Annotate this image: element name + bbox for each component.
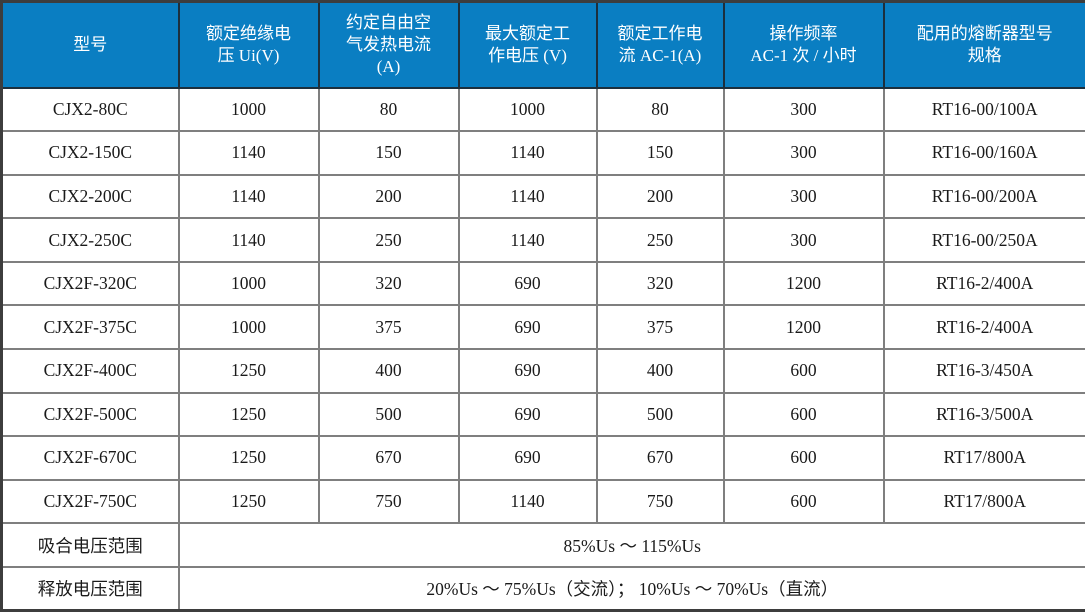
value-cell: 690 [457,260,598,307]
column-header: 额定绝缘电 压 Ui(V) [177,0,320,89]
value-cell: 300 [722,86,885,133]
column-header: 额定工作电 流 AC-1(A) [595,0,725,89]
value-cell: 200 [317,173,460,220]
value-cell: 250 [317,217,460,263]
table-row: CJX2F-670C 1250 670 690 670 600 RT17/800A [0,435,1085,481]
value-cell: 750 [595,478,725,525]
value-cell: RT16-2/400A [882,304,1085,350]
value-cell: 1140 [457,130,598,176]
model-cell: CJX2-150C [0,130,180,176]
column-header: 约定自由空 气发热电流 (A) [317,0,460,89]
value-cell: 670 [595,435,725,481]
column-header: 配用的熔断器型号 规格 [882,0,1085,89]
value-cell: 1000 [177,304,320,350]
value-cell: 670 [317,435,460,481]
value-cell: 600 [722,435,885,481]
model-cell: CJX2F-400C [0,347,180,394]
value-cell: RT16-00/160A [882,130,1085,176]
value-cell: 600 [722,391,885,438]
value-cell: 690 [457,435,598,481]
value-cell: 1000 [457,86,598,133]
table-row: CJX2-80C 1000 80 1000 80 300 RT16-00/100A [0,86,1085,133]
value-cell: RT17/800A [882,478,1085,525]
value-cell: 1200 [722,304,885,350]
value-cell: 200 [595,173,725,220]
footer-row: 释放电压范围 20%Us ～ 75%Us（交流）； 10%Us ～ 70%Us（直… [0,565,1085,612]
value-cell: 600 [722,478,885,525]
model-cell: CJX2F-670C [0,435,180,481]
footer-value: 20%Us ～ 75%Us（交流）； 10%Us ～ 70%Us（直流） [177,565,1085,612]
value-cell: 300 [722,130,885,176]
column-header: 最大额定工 作电压 (V) [457,0,598,89]
value-cell: 1200 [722,260,885,307]
value-cell: 1250 [177,391,320,438]
value-cell: 250 [595,217,725,263]
value-cell: 1000 [177,86,320,133]
value-cell: 1000 [177,260,320,307]
value-cell: 1250 [177,347,320,394]
footer-value: 85%Us ～ 115%Us [177,522,1085,568]
value-cell: 1140 [457,217,598,263]
footer-label: 吸合电压范围 [0,522,180,568]
value-cell: 300 [722,173,885,220]
footer-label: 释放电压范围 [0,565,180,612]
column-header: 型号 [0,0,180,89]
value-cell: 1140 [457,173,598,220]
table-row: CJX2-150C 1140 150 1140 150 300 RT16-00/160A [0,130,1085,176]
value-cell: 80 [595,86,725,133]
model-cell: CJX2F-375C [0,304,180,350]
table-row: CJX2F-320C 1000 320 690 320 1200 RT16-2/400A [0,260,1085,307]
value-cell: RT16-3/500A [882,391,1085,438]
table-row: CJX2F-500C 1250 500 690 500 600 RT16-3/500A [0,391,1085,438]
model-cell: CJX2F-500C [0,391,180,438]
table-row: CJX2-200C 1140 200 1140 200 300 RT16-00/200A [0,173,1085,220]
table-body: CJX2-80C 1000 80 1000 80 300 RT16-00/100A CJX2-… [0,86,1085,612]
value-cell: 320 [595,260,725,307]
header-row: 型号 额定绝缘电 压 Ui(V) 约定自由空 气发热电流 (A) 最大额定工 作电压 … [0,0,1085,89]
table-row: CJX2-250C 1140 250 1140 250 300 RT16-00/250A [0,217,1085,263]
value-cell: 750 [317,478,460,525]
value-cell: RT16-00/100A [882,86,1085,133]
table-row: CJX2F-400C 1250 400 690 400 600 RT16-3/450A [0,347,1085,394]
value-cell: 500 [317,391,460,438]
value-cell: RT16-3/450A [882,347,1085,394]
value-cell: 1140 [177,130,320,176]
value-cell: 1140 [457,478,598,525]
value-cell: 690 [457,391,598,438]
value-cell: 690 [457,347,598,394]
model-cell: CJX2F-320C [0,260,180,307]
value-cell: 300 [722,217,885,263]
value-cell: 1140 [177,173,320,220]
model-cell: CJX2-200C [0,173,180,220]
value-cell: 150 [595,130,725,176]
value-cell: 320 [317,260,460,307]
value-cell: 500 [595,391,725,438]
table-row: CJX2F-750C 1250 750 1140 750 600 RT17/800A [0,478,1085,525]
table-header: 型号 额定绝缘电 压 Ui(V) 约定自由空 气发热电流 (A) 最大额定工 作电压 … [0,0,1085,89]
model-cell: CJX2-80C [0,86,180,133]
model-cell: CJX2F-750C [0,478,180,525]
footer-row: 吸合电压范围 85%Us ～ 115%Us [0,522,1085,568]
model-cell: CJX2-250C [0,217,180,263]
value-cell: 690 [457,304,598,350]
value-cell: 150 [317,130,460,176]
value-cell: 80 [317,86,460,133]
value-cell: RT16-00/200A [882,173,1085,220]
value-cell: RT17/800A [882,435,1085,481]
value-cell: RT16-00/250A [882,217,1085,263]
value-cell: 375 [595,304,725,350]
table-row: CJX2F-375C 1000 375 690 375 1200 RT16-2/400A [0,304,1085,350]
value-cell: 600 [722,347,885,394]
value-cell: 400 [317,347,460,394]
value-cell: 375 [317,304,460,350]
column-header: 操作频率 AC-1 次 / 小时 [722,0,885,89]
value-cell: 400 [595,347,725,394]
value-cell: RT16-2/400A [882,260,1085,307]
value-cell: 1140 [177,217,320,263]
value-cell: 1250 [177,478,320,525]
value-cell: 1250 [177,435,320,481]
